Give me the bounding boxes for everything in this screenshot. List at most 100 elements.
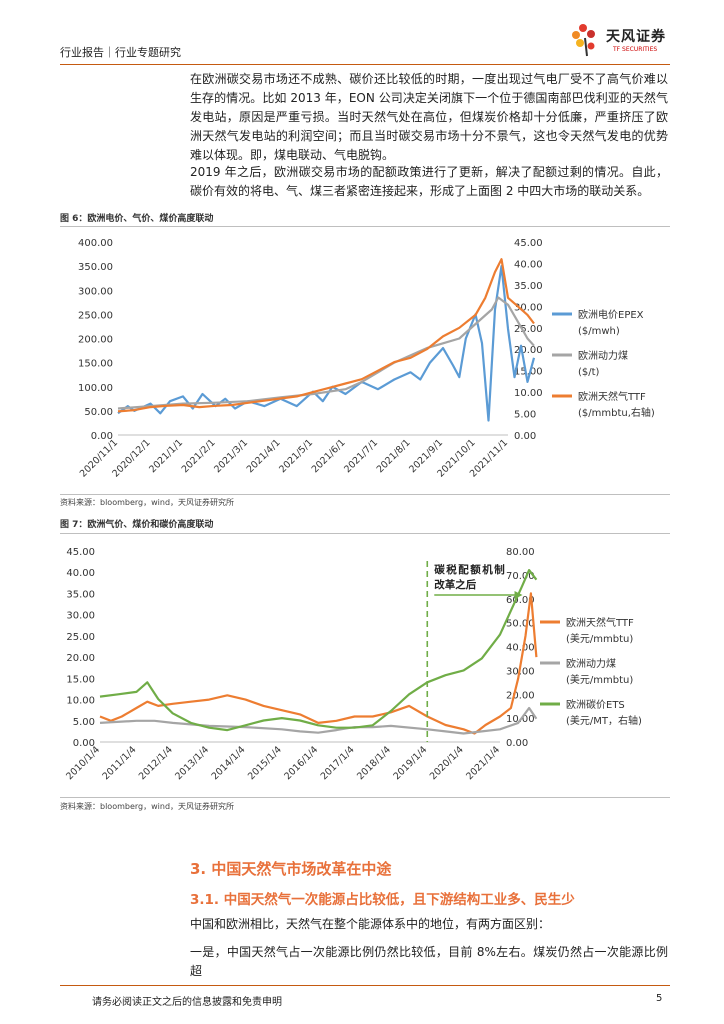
x-tick-label: 2021/1/1 <box>147 437 185 475</box>
legend-unit-2: ($/t) <box>578 367 600 378</box>
y-left-tick-label: 50.00 <box>84 407 113 418</box>
y-left-tick-label: 100.00 <box>78 383 113 394</box>
y-left-tick-label: 200.00 <box>78 335 113 346</box>
series-line-3 <box>99 568 538 732</box>
y-right-tick-label: 20.00 <box>514 345 543 356</box>
y-right-tick-label: 15.00 <box>514 367 543 378</box>
legend-label-1: 欧洲电价EPEX <box>578 308 644 321</box>
y-left-tick-label: 25.00 <box>66 632 95 643</box>
series-line-2 <box>117 296 535 410</box>
x-tick-label: 2015/1/4 <box>246 744 284 782</box>
figure-6-chart: 0.00 50.00 100.00 150.00 200.00 250.00 300.00 3… <box>78 238 655 480</box>
series-line-2 <box>99 706 538 735</box>
x-tick-label: 2018/1/4 <box>355 744 393 782</box>
tf-securities-logo: 天风证券 TF SECURITIES <box>571 22 681 58</box>
y-left-tick-label: 400.00 <box>78 238 113 249</box>
x-tick-label: 2016/1/4 <box>282 744 320 782</box>
y-right-tick-label: 0.00 <box>506 738 528 749</box>
x-tick-label: 2021/1/4 <box>464 744 502 782</box>
legend-label-2: 欧洲动力煤 <box>566 657 616 670</box>
x-tick-label: 2021/8/1 <box>375 437 413 475</box>
series-line-3 <box>117 258 535 413</box>
y-right-tick-label: 50.00 <box>506 619 535 630</box>
annotation-line-1: 碳税配额机制 <box>434 563 506 576</box>
header-rule <box>60 64 670 65</box>
x-tick-label: 2019/1/4 <box>391 744 429 782</box>
legend-label-2: 欧洲动力煤 <box>578 349 628 362</box>
legend-label-1: 欧洲天然气TTF <box>566 616 634 629</box>
legend-unit-1: ($/mwh) <box>578 326 620 337</box>
y-right-tick-label: 10.00 <box>514 388 543 399</box>
footer-disclaimer: 请务必阅读正文之后的信息披露和免责申明 <box>92 997 282 1008</box>
section-3-1-heading: 3.1. 中国天然气一次能源占比较低，且下游结构工业多、民生少 <box>190 892 575 908</box>
y-left-tick-label: 250.00 <box>78 310 113 321</box>
y-left-tick-label: 35.00 <box>66 589 95 600</box>
paragraph-2: 2019 年之后，欧洲碳交易市场的配额政策进行了更新，解决了配额过剩的情况。自此… <box>190 165 668 198</box>
logo-flower-icon <box>572 24 595 57</box>
y-left-tick-label: 0.00 <box>91 431 113 442</box>
y-right-tick-label: 70.00 <box>506 571 535 582</box>
y-left-tick-label: 30.00 <box>66 611 95 622</box>
x-tick-label: 2017/1/4 <box>319 744 357 782</box>
x-tick-label: 2011/1/4 <box>101 744 139 782</box>
x-tick-label: 2013/1/4 <box>173 744 211 782</box>
legend-label-3: 欧洲天然气TTF <box>578 390 646 403</box>
figure-7-chart: 0.00 5.00 10.00 15.00 20.00 25.00 30.00 35.00 40… <box>64 547 642 782</box>
x-tick-label: 2012/1/4 <box>137 744 175 782</box>
legend-label-3: 欧洲碳价ETS <box>566 698 625 711</box>
paragraph-1: 在欧洲碳交易市场还不成熟、碳价还比较低的时期，一度出现过气电厂受不了高气价难以生… <box>190 72 668 162</box>
y-right-tick-label: 20.00 <box>506 690 535 701</box>
x-tick-label: 2021/4/1 <box>245 437 283 475</box>
y-left-tick-label: 40.00 <box>66 568 95 579</box>
footer-rule <box>60 985 670 986</box>
y-left-tick-label: 150.00 <box>78 359 113 370</box>
x-tick-label: 2021/5/1 <box>277 437 315 475</box>
x-tick-label: 2021/3/1 <box>212 437 250 475</box>
figure-7-top-rule <box>60 533 670 534</box>
legend-unit-3: ($/mmbtu,右轴) <box>578 406 655 419</box>
figure-6-source: 资料来源：bloomberg，wind，天风证券研究所 <box>60 498 235 507</box>
y-left-tick-label: 15.00 <box>66 674 95 685</box>
paragraph-3: 中国和欧洲相比，天然气在整个能源体系中的地位，有两方面区别： <box>190 917 551 931</box>
y-left-tick-label: 5.00 <box>73 717 95 728</box>
paragraph-4: 一是，中国天然气占一次能源比例仍然比较低，目前 8%左右。煤炭仍然占一次能源比例… <box>190 945 668 978</box>
report-category: 行业报告｜行业专题研究 <box>60 46 181 59</box>
x-tick-label: 2020/1/4 <box>428 744 466 782</box>
legend-unit-3: (美元/MT，右轴) <box>566 714 642 727</box>
annotation-line-2: 改革之后 <box>434 578 476 591</box>
y-right-tick-label: 30.00 <box>514 302 543 313</box>
y-right-tick-label: 45.00 <box>514 238 543 249</box>
y-left-tick-label: 45.00 <box>66 547 95 558</box>
y-right-tick-label: 25.00 <box>514 324 543 335</box>
section-3-heading: 3. 中国天然气市场改革在中途 <box>190 860 392 878</box>
x-tick-label: 2021/6/1 <box>310 437 348 475</box>
x-tick-label: 2021/2/1 <box>180 437 218 475</box>
y-left-tick-label: 300.00 <box>78 286 113 297</box>
page-number: 5 <box>656 993 663 1004</box>
series-line-1 <box>99 592 538 735</box>
y-left-tick-label: 20.00 <box>66 653 95 664</box>
y-left-tick-label: 0.00 <box>73 738 95 749</box>
x-tick-label: 2014/1/4 <box>210 744 248 782</box>
legend-unit-2: (美元/mmbtu) <box>566 673 633 686</box>
figure-6-title: 图 6：欧洲电价、气价、煤价高度联动 <box>60 214 214 224</box>
annotation-arrow-head <box>514 591 523 599</box>
y-right-tick-label: 40.00 <box>514 259 543 270</box>
x-tick-label: 2010/1/4 <box>64 744 102 782</box>
figure-6-top-rule <box>60 226 670 227</box>
figure-7-bottom-rule <box>60 797 670 798</box>
y-right-tick-label: 60.00 <box>506 595 535 606</box>
logo-name-cn: 天风证券 <box>606 29 666 45</box>
series-line-1 <box>117 264 536 422</box>
figure-7-title: 图 7：欧洲气价、煤价和碳价高度联动 <box>60 520 214 530</box>
y-right-tick-label: 40.00 <box>506 643 535 654</box>
logo-name-en: TF SECURITIES <box>613 46 658 53</box>
y-left-tick-label: 10.00 <box>66 696 95 707</box>
figure-6-bottom-rule <box>60 494 670 495</box>
y-right-tick-label: 0.00 <box>514 431 536 442</box>
y-right-tick-label: 80.00 <box>506 547 535 558</box>
figure-7-source: 资料来源：bloomberg，wind，天风证券研究所 <box>60 802 235 811</box>
x-tick-label: 2021/7/1 <box>342 437 380 475</box>
y-left-tick-label: 350.00 <box>78 262 113 273</box>
y-right-tick-label: 5.00 <box>514 410 536 421</box>
